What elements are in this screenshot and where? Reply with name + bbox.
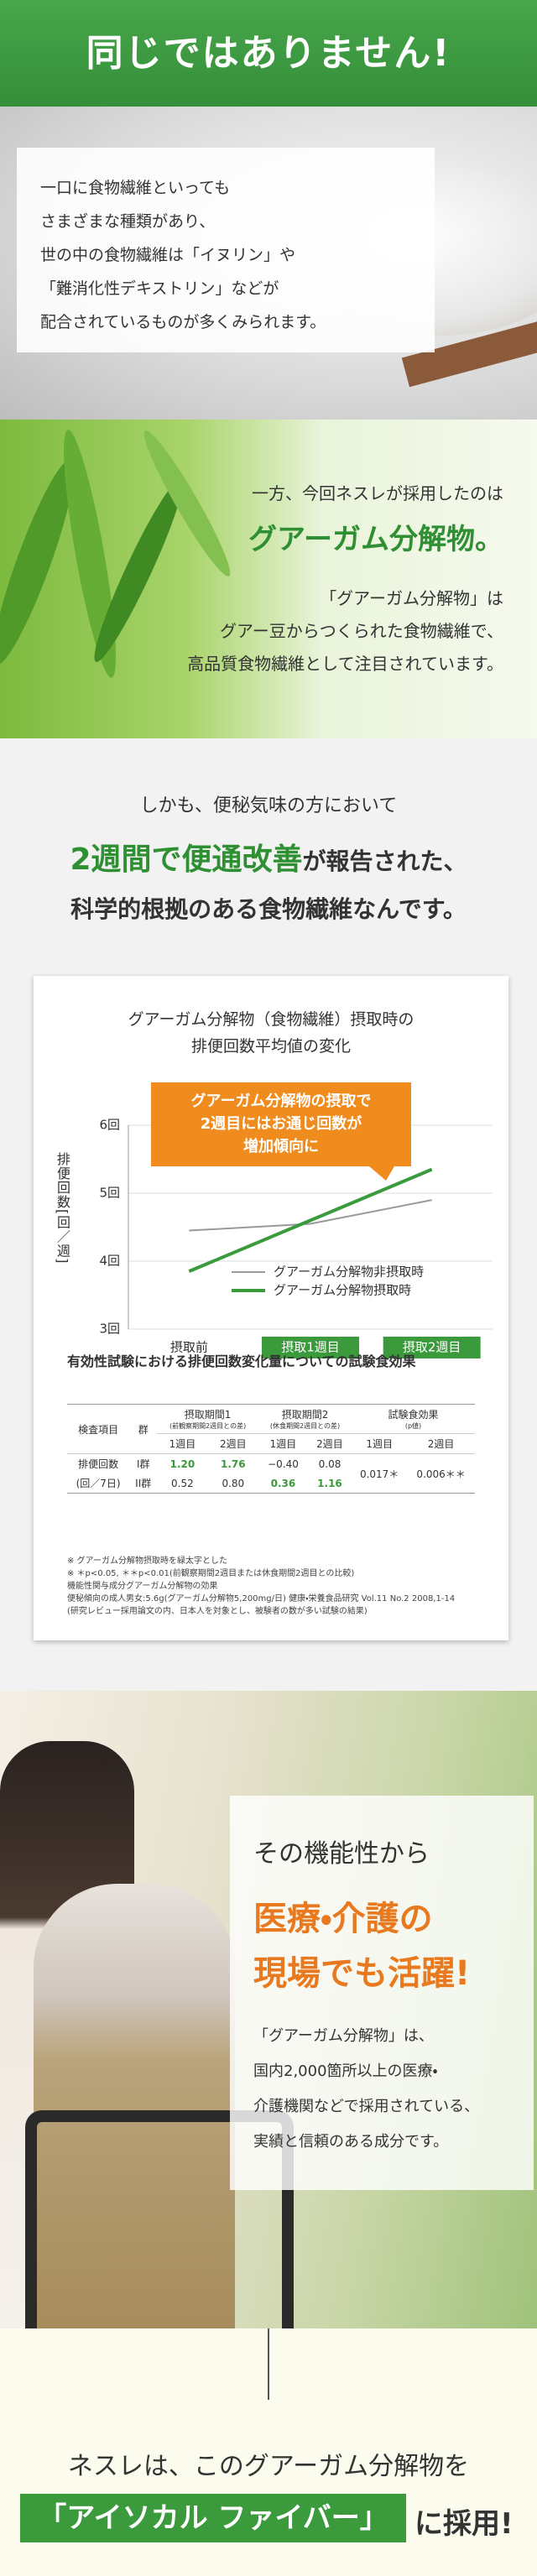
annotation-text: 2週目にはお通じ回数が bbox=[201, 1114, 362, 1133]
evidence-lead: しかも、便秘気味の方において bbox=[139, 795, 398, 816]
study-table: 検査項目 群 摂取期間1 (前観察期間2週目との差) 摂取期間2 (休食期間2週目と… bbox=[67, 1404, 475, 1494]
series-line bbox=[189, 1199, 432, 1232]
cell: 1.76 bbox=[220, 1457, 246, 1470]
th-period2: 摂取期間2 bbox=[281, 1409, 329, 1421]
annotation-text: 増加傾向に bbox=[243, 1137, 319, 1155]
note: 機能性関与成分グアーガム分解物の効果 bbox=[67, 1582, 218, 1591]
cell: 0.80 bbox=[222, 1477, 245, 1489]
th-period: 摂取期間1 (前観察期間2週目との差) bbox=[157, 1405, 258, 1434]
th-item: 検査項目 bbox=[78, 1423, 119, 1436]
th-effect-note: (p値) bbox=[404, 1422, 422, 1430]
row-item: (回／7日) bbox=[76, 1478, 121, 1489]
bean-section: 一方、今回ネスレが採用したのは グアーガム分解物。 「グアーガム分解物」は グア… bbox=[0, 420, 537, 738]
usage-line: 国内2,000箇所以上の医療・ bbox=[253, 2062, 438, 2080]
adopted-line: グアー豆からつくられた食物繊維で、 bbox=[220, 621, 503, 641]
th-group: 群 bbox=[138, 1423, 149, 1436]
usage-highlight: 医療・介護の bbox=[253, 1900, 433, 1938]
header-title: 同じではありません! bbox=[0, 0, 537, 107]
usage-box: その機能性から 医療・介護の 現場でも活躍! 「グアーガム分解物」は、 国内2,… bbox=[230, 1796, 534, 2190]
intro-line: さまざまな種類があり、 bbox=[40, 212, 216, 231]
cell: 1.20 bbox=[169, 1457, 196, 1470]
legend-label: グアーガム分解物非摂取時 bbox=[274, 1265, 424, 1280]
row-item: 排便回数 bbox=[78, 1458, 119, 1470]
adopted-highlight: グアーガム分解物。 bbox=[248, 523, 503, 556]
intro-line: 一口に食物繊維といっても bbox=[40, 179, 231, 197]
note: (研究レビュー採用論文の内、日本人を対象とし、被験者の数が多い試験の結果) bbox=[67, 1607, 368, 1616]
cell: 0.36 bbox=[270, 1477, 296, 1489]
intro-line: 「難消化性デキストリン」などが bbox=[40, 279, 279, 298]
closing-lead: ネスレは、このグアーガム分解物を bbox=[67, 2452, 470, 2481]
th-effect: 試験食効果 (p値) bbox=[352, 1405, 475, 1434]
x-tick-label: 摂取2週目 bbox=[403, 1340, 461, 1355]
cell: 0.08 bbox=[318, 1457, 341, 1470]
category-box bbox=[383, 1337, 481, 1358]
y-tick-label: 4回 bbox=[99, 1254, 120, 1269]
x-tick-label: 摂取1週目 bbox=[281, 1340, 340, 1355]
th-week: 2週目 bbox=[427, 1438, 455, 1450]
series-line bbox=[188, 1167, 433, 1273]
usage-line: 「グアーガム分解物」は、 bbox=[253, 2027, 434, 2045]
legend-label: グアーガム分解物摂取時 bbox=[274, 1283, 411, 1298]
annotation-pointer bbox=[369, 1166, 394, 1181]
y-tick-label: 6回 bbox=[99, 1118, 120, 1133]
chart-card: グアーガム分解物（食物繊維）摂取時の 排便回数平均値の変化 3回 4回 5回 6回摂取… bbox=[34, 976, 508, 1640]
y-tick-label: 5回 bbox=[99, 1186, 120, 1201]
th-period1: 摂取期間1 bbox=[184, 1409, 232, 1421]
cell: −0.40 bbox=[268, 1457, 299, 1470]
chart-title: グアーガム分解物（食物繊維）摂取時の bbox=[128, 1010, 414, 1029]
th-effect-title: 試験食効果 bbox=[388, 1409, 439, 1421]
row-group: II群 bbox=[135, 1478, 152, 1489]
evidence-rest: が報告された、 bbox=[302, 847, 467, 875]
th-period1-note: (前観察期間2週目との差) bbox=[169, 1422, 247, 1430]
th-week: 2週目 bbox=[219, 1438, 247, 1450]
adopted-lead: 一方、今回ネスレが採用したのは bbox=[252, 483, 503, 503]
th-period2-note: (休食期間2週目との差) bbox=[269, 1422, 341, 1430]
note: ※ グアーガム分解物摂取時を緑太字とした bbox=[67, 1557, 227, 1566]
patient-figure bbox=[34, 1884, 235, 2328]
intro-line: 配合されているものが多くみられます。 bbox=[40, 313, 326, 331]
usage-highlight: 現場でも活躍! bbox=[253, 1954, 471, 1993]
divider-line bbox=[268, 2328, 269, 2400]
annotation-text: グアーガム分解物の摂取で bbox=[191, 1092, 372, 1110]
category-box bbox=[262, 1337, 359, 1358]
annotation-box bbox=[151, 1082, 411, 1166]
th-week: 1週目 bbox=[169, 1438, 196, 1450]
intro-box: 一口に食物繊維といっても さまざまな種類があり、 世の中の食物繊維は「イヌリン」… bbox=[17, 148, 435, 352]
adopted-line: 「グアーガム分解物」は bbox=[320, 588, 503, 608]
note: ※ ＊p<0.05, ＊＊p<0.01(前観察期間2週目または休食期間2週目との… bbox=[67, 1569, 355, 1578]
th-week: 2週目 bbox=[316, 1438, 343, 1450]
cell: 0.52 bbox=[171, 1477, 194, 1489]
usage-line: 実績と信頼のある成分です。 bbox=[253, 2133, 449, 2151]
table-title: 有効性試験における排便回数変化量についての試験食効果 bbox=[67, 1353, 416, 1369]
row-group: I群 bbox=[136, 1458, 150, 1470]
product-name: 「アイソカル ファイバー」 bbox=[20, 2494, 406, 2542]
y-tick-label: 3回 bbox=[99, 1322, 120, 1337]
cell-effect: 0.006＊＊ bbox=[416, 1468, 466, 1480]
th-period: 摂取期間2 (休食期間2週目との差) bbox=[258, 1405, 352, 1434]
usage-line: 介護機関などで採用されている、 bbox=[253, 2098, 480, 2115]
intro-line: 世の中の食物繊維は「イヌリン」や bbox=[40, 246, 296, 264]
th-week: 1週目 bbox=[269, 1438, 297, 1450]
adopted-line: 高品質食物繊維として注目されています。 bbox=[187, 654, 503, 674]
note: 便秘傾向の成人男女:5.6g(グアーガム分解物5,200mg/日) 健康・栄養食… bbox=[67, 1594, 456, 1603]
cell-effect: 0.017＊ bbox=[359, 1468, 399, 1480]
chart-title: 排便回数平均値の変化 bbox=[190, 1037, 351, 1056]
th-week: 1週目 bbox=[366, 1438, 393, 1450]
closing-tail: に採用! bbox=[414, 2507, 514, 2541]
evidence-highlight: 2週間で便通改善 bbox=[70, 842, 303, 877]
y-axis-label: 排便回数[回／週] bbox=[55, 1152, 70, 1265]
evidence-tail: 科学的根拠のある食物繊維なんです。 bbox=[70, 895, 467, 923]
cell: 1.16 bbox=[317, 1477, 342, 1489]
x-tick-label: 摂取前 bbox=[170, 1340, 208, 1355]
evidence-line: 2週間で便通改善が報告された、 bbox=[0, 835, 537, 879]
usage-lead: その機能性から bbox=[253, 1839, 430, 1869]
bean-pod bbox=[54, 427, 126, 681]
